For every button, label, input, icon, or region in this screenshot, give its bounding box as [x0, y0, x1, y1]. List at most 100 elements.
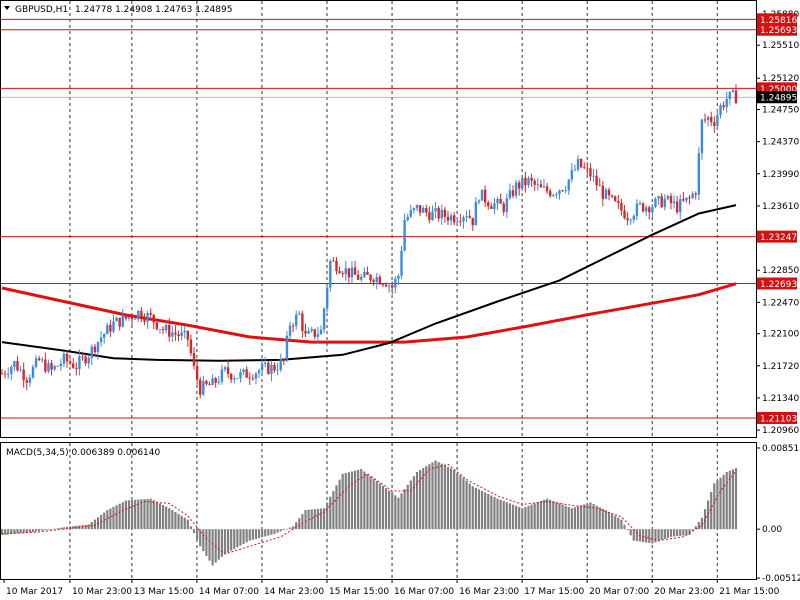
candle [391, 281, 394, 295]
candle [483, 185, 487, 208]
macd-bar [583, 504, 586, 530]
macd-bar [375, 481, 378, 530]
candle [576, 154, 580, 172]
candle [706, 115, 710, 127]
candle [490, 202, 493, 210]
candle [641, 202, 645, 213]
macd-bar [728, 470, 731, 530]
macd-bar [295, 522, 298, 530]
macd-bar [350, 471, 354, 530]
candle [542, 178, 546, 189]
macd-bar [384, 488, 388, 530]
candle [493, 198, 496, 215]
candle [521, 177, 524, 191]
macd-bar [425, 466, 428, 530]
candle [155, 321, 159, 331]
candle [205, 379, 208, 386]
candle [722, 101, 725, 111]
candle [387, 282, 391, 293]
candle [295, 310, 298, 330]
macd-bar [146, 498, 149, 530]
candle [78, 349, 81, 376]
x-tick-label: 14 Mar 23:00 [264, 587, 324, 597]
candle [276, 362, 279, 376]
candle [409, 204, 413, 219]
candle [143, 313, 146, 326]
candle [629, 218, 632, 225]
candle [623, 204, 626, 220]
macd-bar [130, 500, 134, 530]
candle [604, 187, 608, 200]
candle [267, 361, 270, 375]
macd-bar [598, 507, 601, 530]
macd-bar [697, 522, 700, 530]
macd-bar [654, 529, 657, 543]
macd-bar [112, 506, 115, 530]
candle [381, 283, 385, 288]
macd-bar [106, 510, 109, 530]
candle [140, 307, 143, 323]
macd-bar [363, 471, 366, 530]
macd-bar [220, 529, 223, 557]
candle [586, 162, 589, 175]
candle [691, 191, 694, 200]
macd-bar [44, 529, 47, 531]
candle [648, 205, 651, 220]
candle [208, 381, 211, 386]
candle [65, 350, 69, 368]
candle [34, 354, 38, 369]
macd-bar [211, 529, 214, 566]
macd-pane-frame [0, 442, 757, 580]
macd-bar [298, 518, 301, 530]
candle [214, 376, 217, 388]
macd-bar [292, 526, 295, 530]
x-tick-label: 17 Mar 15:00 [524, 587, 584, 597]
macd-bar [437, 462, 440, 530]
svg-text:1.25693: 1.25693 [760, 26, 797, 36]
macd-bar [462, 478, 465, 530]
macd-bar [90, 522, 93, 530]
candle [285, 331, 289, 363]
candle [675, 195, 679, 215]
svg-text:1.25816: 1.25816 [760, 16, 797, 26]
candle [459, 213, 462, 227]
macd-bar [13, 529, 16, 534]
candle [112, 314, 115, 334]
macd-bar [59, 527, 62, 530]
macd-bar [84, 524, 87, 530]
macd-bar [72, 526, 75, 530]
moving-average-black [1, 204, 737, 362]
candle [96, 341, 100, 360]
macd-bar [239, 529, 242, 546]
candle [118, 317, 121, 331]
macd-bar [177, 513, 180, 530]
macd-bar [127, 500, 131, 530]
candle [418, 204, 422, 217]
y-tick-label: 1.22470 [762, 298, 799, 308]
candle [527, 176, 530, 188]
candle [56, 365, 59, 367]
macd-bar [388, 490, 391, 530]
macd-bar [480, 490, 484, 530]
candle [236, 378, 239, 380]
svg-text:1.24895: 1.24895 [760, 94, 797, 104]
candle [137, 310, 140, 322]
candle [226, 360, 230, 379]
macd-bar [313, 509, 316, 530]
macd-bar [65, 526, 69, 530]
macd-bar [161, 505, 165, 530]
candle [375, 272, 378, 290]
macd-bar [561, 504, 564, 530]
macd-bar [403, 489, 406, 530]
candle [657, 195, 660, 206]
candle [514, 179, 518, 199]
macd-bar [471, 486, 474, 530]
macd-bar [601, 508, 604, 530]
candle [161, 326, 165, 335]
chevron-down-icon[interactable] [4, 6, 10, 10]
candle [16, 356, 19, 372]
candle [6, 367, 10, 379]
candle [353, 260, 357, 275]
macd-bar [419, 470, 422, 530]
